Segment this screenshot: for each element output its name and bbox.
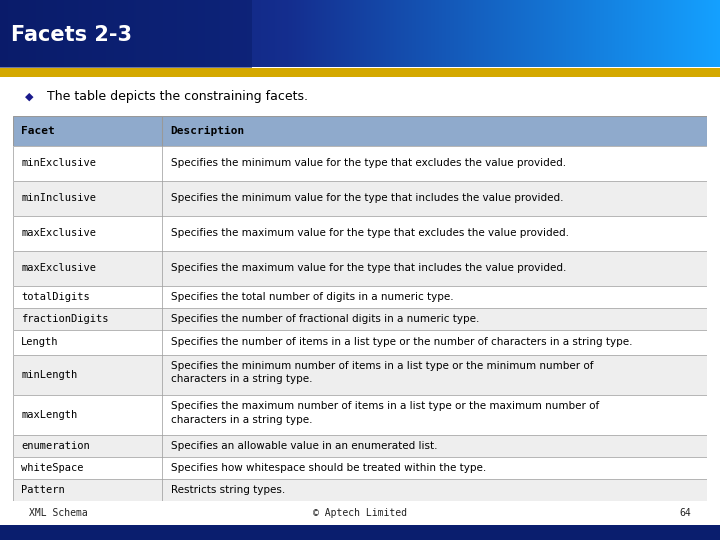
Text: Specifies the minimum value for the type that excludes the value provided.: Specifies the minimum value for the type… xyxy=(171,158,566,168)
Text: maxLength: maxLength xyxy=(22,410,78,420)
Text: Specifies the minimum number of items in a list type or the minimum number of
ch: Specifies the minimum number of items in… xyxy=(171,361,593,384)
Text: Specifies the maximum value for the type that excludes the value provided.: Specifies the maximum value for the type… xyxy=(171,228,569,239)
Text: © Aptech Limited: © Aptech Limited xyxy=(313,508,407,518)
Text: Restricts string types.: Restricts string types. xyxy=(171,485,285,495)
Text: Facets 2-3: Facets 2-3 xyxy=(11,25,132,45)
Text: totalDigits: totalDigits xyxy=(22,292,90,302)
Text: Specifies the total number of digits in a numeric type.: Specifies the total number of digits in … xyxy=(171,292,453,302)
Text: minLength: minLength xyxy=(22,370,78,380)
Text: maxExclusive: maxExclusive xyxy=(22,228,96,239)
Text: whiteSpace: whiteSpace xyxy=(22,463,84,473)
Text: Specifies the number of fractional digits in a numeric type.: Specifies the number of fractional digit… xyxy=(171,314,479,324)
Text: Facet: Facet xyxy=(22,126,55,136)
Text: fractionDigits: fractionDigits xyxy=(22,314,109,324)
Text: The table depicts the constraining facets.: The table depicts the constraining facet… xyxy=(47,90,308,103)
Text: Specifies the minimum value for the type that includes the value provided.: Specifies the minimum value for the type… xyxy=(171,193,563,204)
Text: Pattern: Pattern xyxy=(22,485,65,495)
Text: 64: 64 xyxy=(680,508,691,518)
Text: Specifies how whitespace should be treated within the type.: Specifies how whitespace should be treat… xyxy=(171,463,486,473)
Text: Description: Description xyxy=(171,126,245,136)
Text: minExclusive: minExclusive xyxy=(22,158,96,168)
Text: XML Schema: XML Schema xyxy=(29,508,88,518)
Text: maxExclusive: maxExclusive xyxy=(22,264,96,273)
Text: Specifies the maximum number of items in a list type or the maximum number of
ch: Specifies the maximum number of items in… xyxy=(171,401,599,424)
Text: minInclusive: minInclusive xyxy=(22,193,96,204)
Text: Specifies the maximum value for the type that includes the value provided.: Specifies the maximum value for the type… xyxy=(171,264,566,273)
Bar xyxy=(0,525,720,540)
Text: Specifies the number of items in a list type or the number of characters in a st: Specifies the number of items in a list … xyxy=(171,338,632,347)
Bar xyxy=(0,0,252,68)
Text: Specifies an allowable value in an enumerated list.: Specifies an allowable value in an enume… xyxy=(171,441,437,451)
Text: Length: Length xyxy=(22,338,59,347)
Text: ◆: ◆ xyxy=(25,92,34,102)
Text: enumeration: enumeration xyxy=(22,441,90,451)
